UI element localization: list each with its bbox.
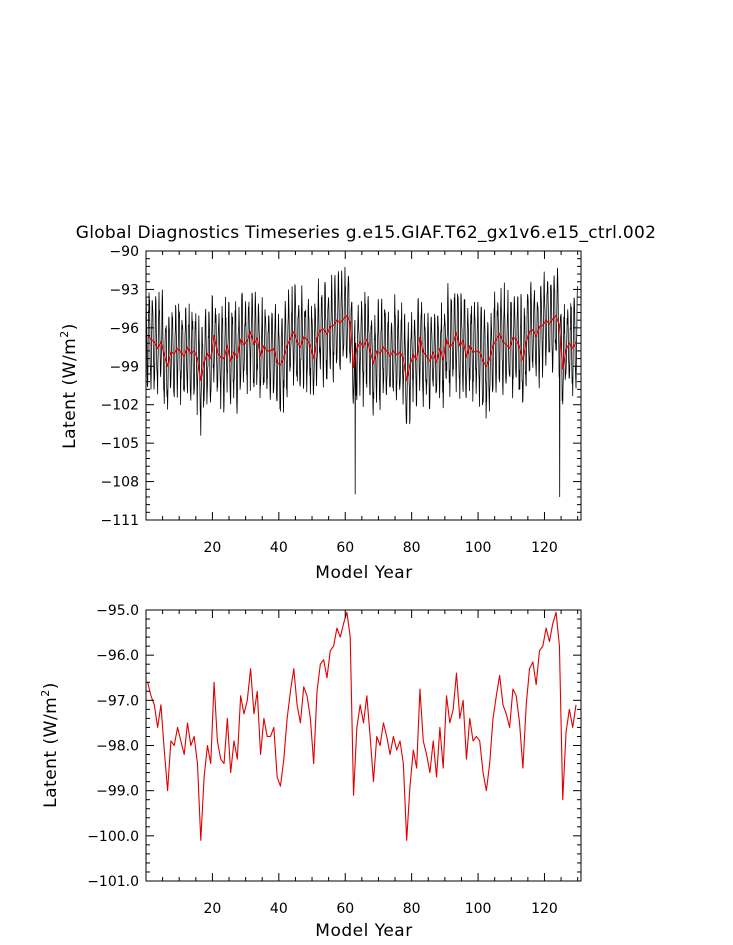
bottom-x-tick-label: 100	[465, 901, 492, 917]
top-x-axis-label: Model Year	[315, 563, 412, 583]
bottom-y-tick-label: −95.0	[96, 603, 139, 619]
top-y-tick-label: −93	[109, 282, 139, 298]
bottom-axes: 20 40 60 80 100 120 −95.0 −96.0 −97.0 −98.0 −99.0 −…	[87, 603, 582, 917]
bottom-panel: 20 40 60 80 100 120 −95.0 −96.0 −97.0 −98.0 −99.0 −…	[39, 603, 582, 941]
top-x-tick-label: 80	[403, 540, 421, 556]
top-x-tick-label: 20	[203, 540, 221, 556]
top-y-tick-label: −108	[101, 475, 139, 491]
bottom-x-tick-label: 80	[403, 901, 421, 917]
top-x-tick-label: 120	[531, 540, 558, 556]
bottom-y-tick-label: −97.0	[96, 693, 139, 709]
bottom-series-group	[147, 611, 577, 841]
bottom-x-tick-label: 120	[531, 901, 558, 917]
bottom-y-tick-label: −98.0	[96, 739, 139, 755]
bottom-annual-mean-line	[147, 611, 577, 841]
bottom-y-tick-label: −101.0	[87, 874, 139, 890]
top-monthly-line	[145, 266, 578, 497]
top-plot-frame	[145, 250, 582, 521]
top-y-tick-label: −99	[109, 359, 139, 375]
bottom-y-axis-label: Latent (W/m2)	[39, 682, 61, 808]
top-annual-mean-line	[147, 315, 577, 381]
top-x-tick-label: 60	[336, 540, 354, 556]
bottom-x-tick-label: 20	[203, 901, 221, 917]
bottom-x-tick-label: 40	[270, 901, 288, 917]
bottom-y-tick-label: −100.0	[87, 829, 139, 845]
bottom-x-axis-label: Model Year	[315, 921, 412, 941]
top-axes: 20 40 60 80 100 120 −90 −93 −96 −99 −102 −105 −108 −1…	[101, 244, 582, 556]
top-x-tick-label: 40	[270, 540, 288, 556]
top-y-tick-label: −96	[109, 321, 139, 337]
chart-title: Global Diagnostics Timeseries g.e15.GIAF…	[76, 223, 657, 243]
bottom-y-tick-label: −99.0	[96, 784, 139, 800]
top-x-tick-label: 100	[465, 540, 492, 556]
bottom-y-tick-label: −96.0	[96, 648, 139, 664]
top-y-axis-label: Latent (W/m2)	[58, 323, 80, 449]
top-series-group	[145, 266, 578, 497]
top-panel: 20 40 60 80 100 120 −90 −93 −96 −99 −102 −105 −108 −1…	[58, 244, 582, 583]
bottom-x-tick-label: 60	[336, 901, 354, 917]
top-y-tick-label: −111	[101, 513, 139, 529]
top-y-tick-label: −105	[101, 436, 139, 452]
top-y-tick-label: −90	[109, 244, 139, 260]
top-y-tick-label: −102	[101, 398, 139, 414]
